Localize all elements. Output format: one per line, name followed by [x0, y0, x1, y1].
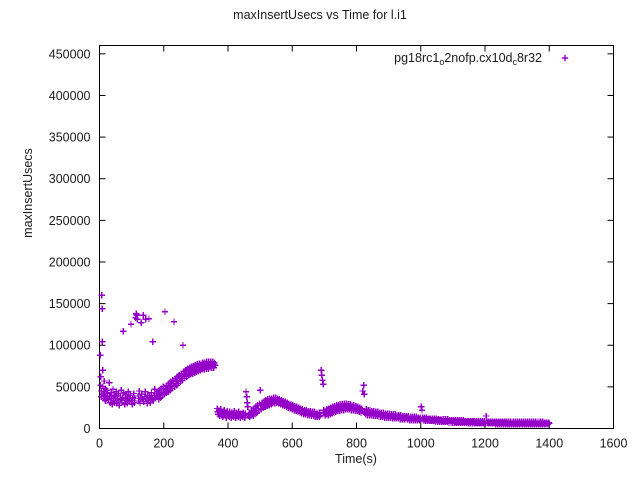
x-axis-label: Time(s) — [335, 452, 377, 466]
x-tick-label: 600 — [282, 437, 303, 451]
x-tick-label: 1600 — [600, 437, 628, 451]
plot-frame — [99, 45, 614, 429]
y-tick-label: 450000 — [49, 47, 91, 61]
y-tick-label: 200000 — [49, 255, 91, 269]
y-axis-ticks: 0 50000 100000 150000 200000 250000 300000 3500… — [49, 47, 614, 436]
y-tick-label: 50000 — [56, 380, 91, 394]
x-tick-label: 0 — [96, 437, 103, 451]
x-tick-label: 1000 — [407, 437, 435, 451]
x-axis-ticks: 0 200 400 600 800 1000 1200 1400 1600 — [96, 45, 628, 451]
scatter-markers — [96, 292, 553, 428]
y-tick-label: 300000 — [49, 172, 91, 186]
y-tick-label: 0 — [84, 422, 91, 436]
y-tick-label: 350000 — [49, 131, 91, 145]
x-tick-label: 800 — [346, 437, 367, 451]
data-points-series-1 — [96, 292, 553, 428]
y-tick-label: 250000 — [49, 214, 91, 228]
y-tick-label: 400000 — [49, 89, 91, 103]
page-title: maxInsertUsecs vs Time for l.i1 — [233, 8, 407, 22]
y-tick-label: 150000 — [49, 297, 91, 311]
legend: pg18rc1o2nofp.cx10dc8r32 — [394, 51, 569, 67]
legend-series-label: pg18rc1o2nofp.cx10dc8r32 — [394, 51, 542, 67]
y-tick-label: 100000 — [49, 339, 91, 353]
x-tick-label: 1400 — [535, 437, 563, 451]
x-tick-label: 200 — [153, 437, 174, 451]
legend-marker-icon — [561, 54, 569, 62]
x-tick-label: 400 — [218, 437, 239, 451]
x-tick-label: 1200 — [471, 437, 499, 451]
